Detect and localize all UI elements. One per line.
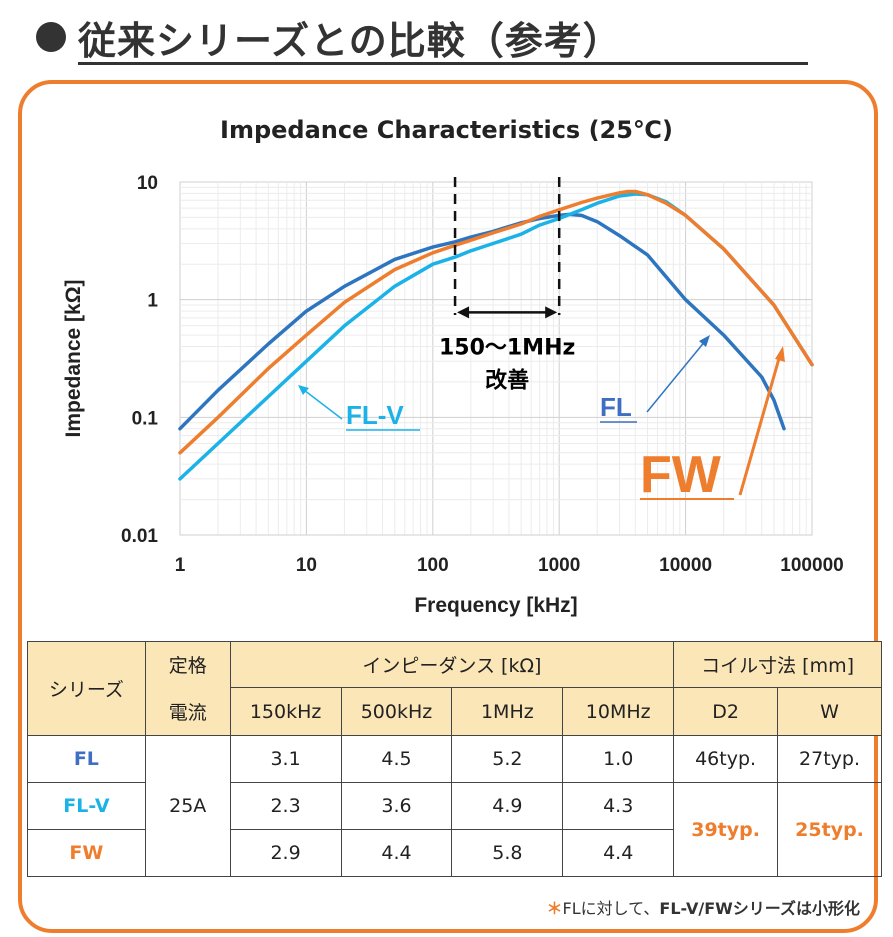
cell-flv-150khz: 2.3 [229,782,342,830]
series-fw: FW [27,829,146,877]
x-tick-label: 100 [417,555,449,576]
table-row: FW 2.9 4.4 5.8 4.4 [27,829,882,877]
header-d2: D2 [673,687,779,736]
cell-fl-150khz: 3.1 [229,735,342,783]
y-tick-label: 1 [147,291,158,312]
y-tick-label: 0.01 [121,526,158,547]
cell-fw-1mhz: 5.8 [451,829,564,877]
header-150khz: 150kHz [229,687,342,736]
series-flv: FL-V [27,782,146,830]
fw-pointer-line [738,354,782,496]
footnote-text-2: FL-V/FWシリーズは小形化 [659,899,860,918]
chart-title: Impedance Characteristics (25℃) [220,116,673,144]
cell-fl-10mhz: 1.0 [562,735,675,783]
x-tick-label: 10 [296,555,317,576]
cell-small-d2: 39typ. [673,782,779,877]
cell-fl-w: 27typ. [777,735,882,783]
footnote-star: ＊ [546,899,563,918]
cell-flv-10mhz: 4.3 [562,782,675,830]
section-title: 従来シリーズとの比較（参考） [78,19,622,63]
header-10mhz: 10MHz [562,687,675,736]
flv-pointer-head [298,385,309,395]
fl-pointer-head [699,335,710,347]
x-tick-label: 100000 [780,555,843,576]
rated-current: 25A [144,735,231,877]
section-header: 従来シリーズとの比較（参考） [30,6,808,66]
flv-pointer-line [303,389,343,420]
band-arrow-right-head [545,306,558,319]
band-arrow-left-head [457,306,470,319]
fl-pointer-line [646,339,707,413]
fw-pointer-head [775,346,785,362]
header-rated-1: 定格 [144,641,231,688]
x-tick-label: 1000 [538,555,580,576]
header-coil: コイル寸法 [mm] [673,641,882,688]
table-row: FL-V 2.3 3.6 4.9 4.3 39typ. 25typ. [27,782,882,877]
cell-flv-1mhz: 4.9 [451,782,564,830]
cell-fw-150khz: 2.9 [229,829,342,877]
impedance-chart: 1 10 100 1000 10000 100000 0.01 0.1 1 10 Frequency… [62,173,844,617]
header-impedance: インピーダンス [kΩ] [229,641,675,688]
bullet-icon [36,22,66,52]
x-tick-label: 10000 [659,555,712,576]
x-tick-label: 1 [175,555,186,576]
footnote-text-1: FLに対して、 [562,899,660,918]
table-row: FL 25A 3.1 4.5 5.2 1.0 46typ. 27typ. [27,735,882,877]
y-tick-label: 10 [137,173,158,194]
cell-fw-10mhz: 4.4 [562,829,675,877]
series-fl: FL [27,735,146,783]
x-axis-label: Frequency [kHz] [414,594,577,617]
series-line-fw [178,189,814,455]
title-underline [78,62,808,65]
cell-fw-500khz: 4.4 [340,829,453,877]
fl-callout-label: FL [600,392,632,422]
fw-callout-label: FW [640,446,722,504]
y-axis-label: Impedance [kΩ] [62,279,85,437]
spec-table: シリーズ 定格 インピーダンス [kΩ] コイル寸法 [mm] 電流 150kH… [27,641,882,877]
footnote: ＊FLに対して、FL-V/FWシリーズは小形化 [440,895,860,919]
header-1mhz: 1MHz [451,687,564,736]
flv-callout-label: FL-V [346,400,404,430]
series-line-fl [178,212,786,431]
cell-flv-500khz: 3.6 [340,782,453,830]
band-range-label: 150～1MHz [439,335,575,360]
header-w: W [777,687,882,736]
cell-fl-1mhz: 5.2 [451,735,564,783]
y-tick-label: 0.1 [132,408,159,429]
header-rated-2: 電流 [144,687,231,736]
cell-fl-500khz: 4.5 [340,735,453,783]
header-500khz: 500kHz [340,687,453,736]
band-improvement-label: 改善 [485,367,529,393]
cell-small-w: 25typ. [777,782,882,877]
header-series: シリーズ [27,641,146,736]
cell-fl-d2: 46typ. [673,735,779,783]
